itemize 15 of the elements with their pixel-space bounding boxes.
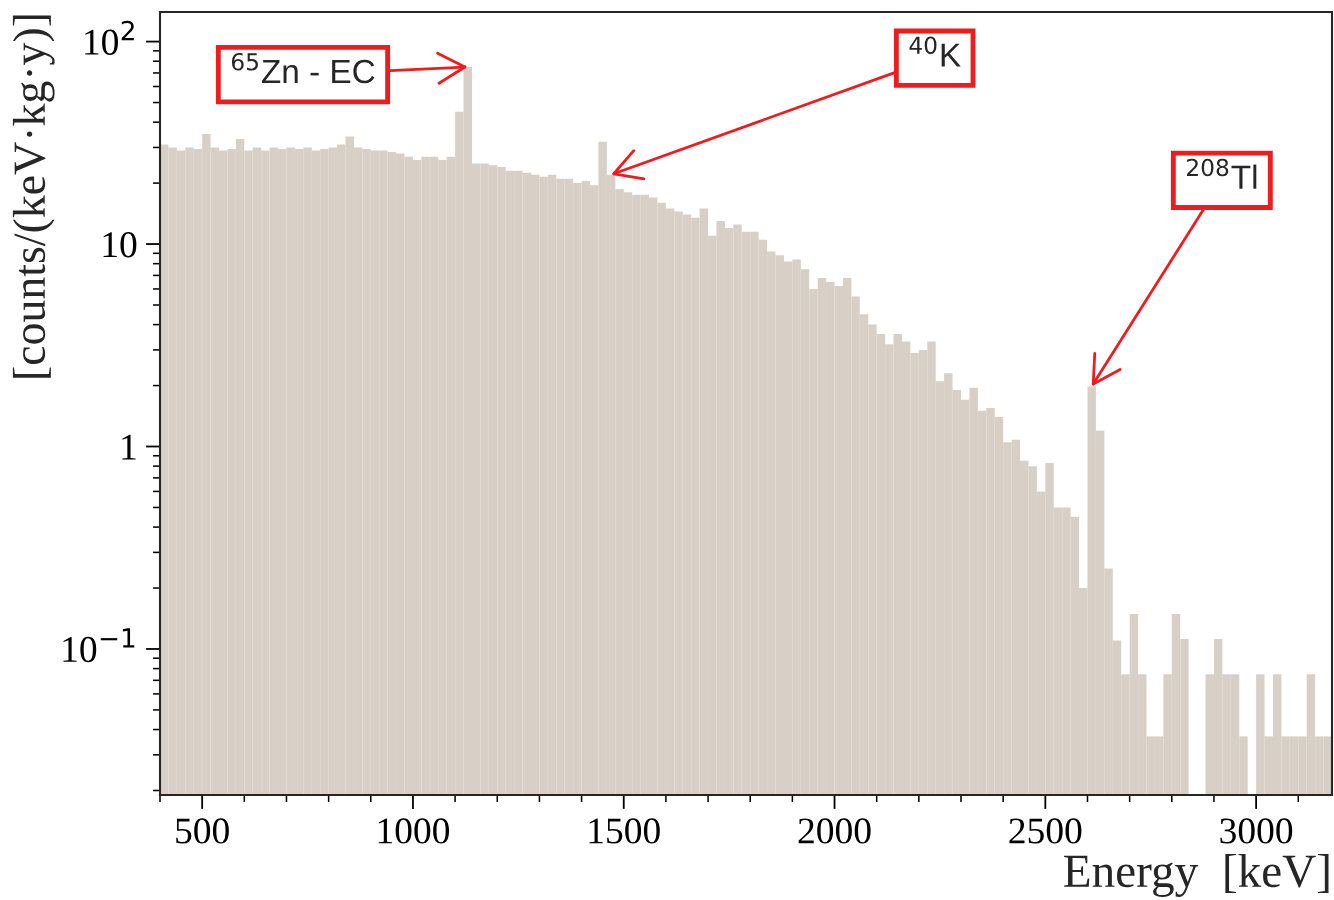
x-tick-label: 3000 xyxy=(1220,818,1293,844)
annotation: $^{208}$Tl xyxy=(1187,158,1257,189)
annotation: $^{65}$Zn - EC xyxy=(231,52,375,84)
x-tick-label: 1500 xyxy=(589,818,660,844)
x-tick-label: 500 xyxy=(176,818,229,844)
y-tick-label: 10$^{−1}$ xyxy=(63,628,135,663)
y-tick-label: 10 xyxy=(103,232,137,258)
x-tick-label: 2000 xyxy=(798,818,871,844)
x-tick-label: 2500 xyxy=(1009,818,1082,844)
x-tick-label: 1000 xyxy=(378,818,450,844)
x-axis-title: Energy [keV] xyxy=(1064,854,1329,897)
y-tick-label: 1 xyxy=(122,434,136,460)
annotation: $^{40}$K xyxy=(909,36,961,67)
y-tick-label: 10$^{2}$ xyxy=(85,20,134,55)
y-axis-title: [counts/(keV·kg·y)] xyxy=(12,15,55,378)
